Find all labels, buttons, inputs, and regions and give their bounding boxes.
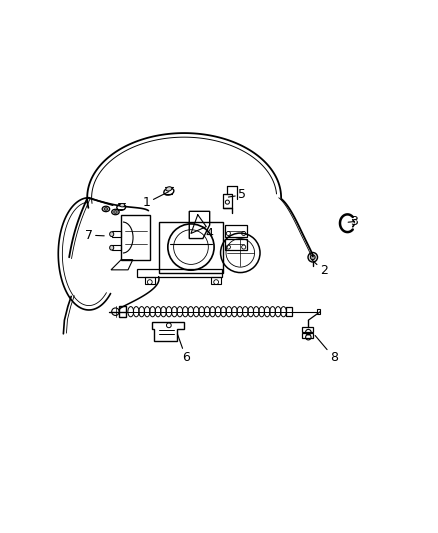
Text: 6: 6 <box>177 334 189 364</box>
Text: 5: 5 <box>228 189 245 201</box>
Ellipse shape <box>120 204 124 207</box>
Ellipse shape <box>307 253 317 262</box>
Text: 2: 2 <box>311 260 327 277</box>
Text: 1: 1 <box>142 191 169 209</box>
Text: 4: 4 <box>202 227 213 240</box>
Text: 7: 7 <box>85 229 104 241</box>
Ellipse shape <box>102 206 110 212</box>
Text: 8: 8 <box>314 335 337 364</box>
Ellipse shape <box>166 187 171 191</box>
Ellipse shape <box>113 211 117 213</box>
Ellipse shape <box>310 255 314 260</box>
Ellipse shape <box>110 232 113 237</box>
Text: 3: 3 <box>347 215 357 228</box>
Ellipse shape <box>104 207 107 211</box>
Ellipse shape <box>110 245 113 250</box>
Ellipse shape <box>111 209 119 215</box>
